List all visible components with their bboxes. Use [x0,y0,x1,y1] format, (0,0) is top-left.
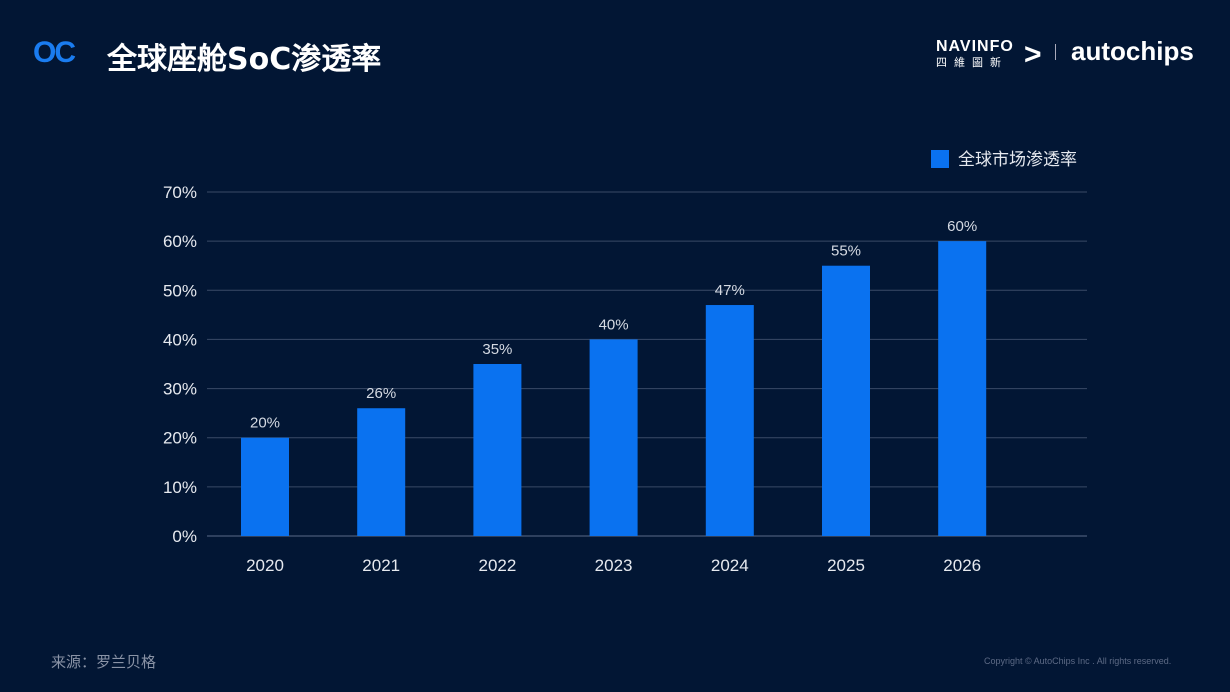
source-note: 来源：罗兰贝格 [51,653,157,671]
data-label: 20% [250,415,280,432]
navinfo-logo-text: NAVINFO [936,38,1014,55]
navinfo-logo: NAVINFO 四維圖新 > [936,38,1046,71]
y-tick-label: 10% [163,478,197,497]
y-tick-label: 50% [163,281,197,300]
y-tick-label: 0% [172,527,197,546]
chevron-right-icon: > [1024,38,1042,71]
data-label: 35% [482,341,512,358]
x-tick-label: 2022 [478,556,516,575]
x-tick-label: 2023 [595,556,633,575]
data-label: 26% [366,385,396,402]
x-tick-label: 2025 [827,556,865,575]
bar [357,408,406,536]
bar [705,305,754,536]
bar [473,364,522,536]
data-label: 47% [715,282,745,299]
bar [822,265,870,536]
bar [938,241,987,536]
y-tick-label: 60% [163,232,197,251]
data-label: 40% [599,316,629,333]
autochips-logo: autochips [1071,36,1194,66]
page-title: 全球座舱SoC渗透率 [107,42,382,77]
x-tick-label: 2026 [943,556,981,575]
copyright: Copyright © AutoChips Inc . All rights r… [984,656,1172,666]
bar [589,339,638,536]
navinfo-logo-cn: 四維圖新 [936,56,1008,69]
x-tick-label: 2021 [362,556,400,575]
bar [241,437,289,536]
data-label: 55% [831,243,861,260]
x-tick-label: 2020 [246,556,284,575]
legend-swatch [931,150,949,168]
y-tick-label: 40% [163,330,197,349]
logo-divider [1055,44,1056,60]
oc-logo: OC [33,36,76,69]
y-tick-label: 30% [163,380,197,399]
y-tick-label: 20% [163,429,197,448]
x-tick-label: 2024 [711,556,749,575]
legend-label: 全球市场渗透率 [958,150,1077,169]
data-label: 60% [947,218,977,235]
y-tick-label: 70% [163,183,197,202]
